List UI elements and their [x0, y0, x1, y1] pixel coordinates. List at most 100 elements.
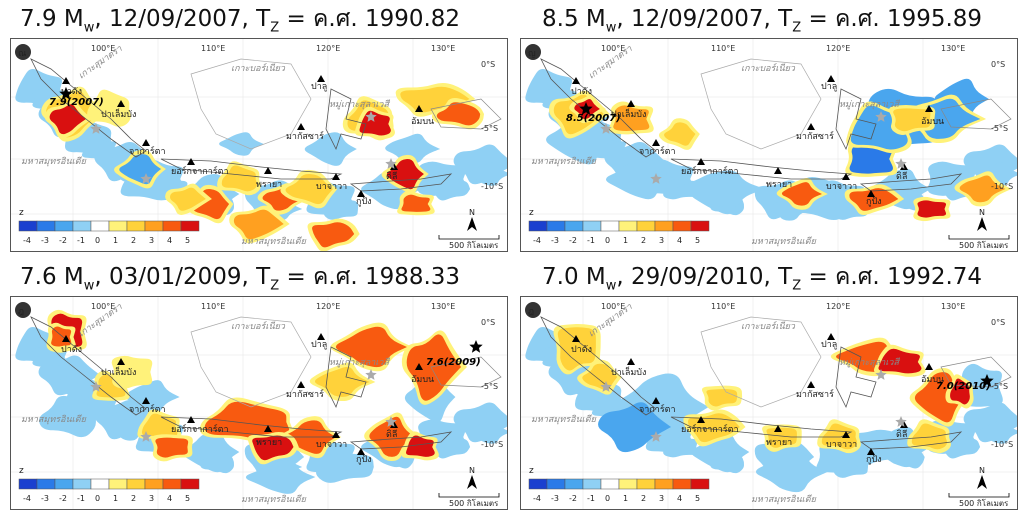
anomaly-patch [335, 326, 407, 368]
place-label-borneo: เกาะบอร์เนียว [741, 321, 796, 332]
legend-value: -2 [59, 494, 67, 503]
legend-title: z [19, 466, 24, 476]
anomaly-patch [369, 416, 415, 457]
coastline-nusa [859, 431, 963, 450]
panel-badge-circle [15, 44, 31, 60]
place-label-yogyakarta: ยอร์กจาการ์ตา [171, 423, 229, 435]
grey-star-icon [90, 381, 102, 392]
legend-swatch [162, 478, 182, 490]
legend-value: -2 [569, 494, 577, 503]
anomaly-patch [108, 417, 152, 441]
place-label-bajawa: บาจาวา [316, 182, 347, 192]
lat-tick-label: -5°S [991, 382, 1008, 391]
map-svg-2: 100°E 110°E 120°E 130°E0°S-5°S-10°Sเกาะสุมา… [521, 39, 1017, 251]
place-label-kupang: กูปัง [866, 197, 882, 207]
anomaly-patch [557, 327, 596, 371]
legend-swatch [672, 478, 692, 490]
legend-value: 0 [605, 494, 610, 503]
place-label-padang: ปาดัง [571, 87, 592, 97]
legend-value: 3 [149, 236, 154, 245]
place-label-palu: ปาลู [311, 340, 327, 350]
coastline-maluku [940, 356, 1012, 388]
city-marker [842, 173, 850, 180]
legend-swatch [546, 220, 566, 232]
legend-value: -3 [551, 236, 559, 245]
legend-value: 3 [659, 236, 664, 245]
anomaly-patch [781, 182, 822, 206]
anomaly-patch [677, 170, 766, 208]
legend-value: 1 [623, 236, 628, 245]
legend-value: -1 [77, 494, 85, 503]
city-marker [774, 167, 782, 174]
lat-tick-label: -10°S [991, 182, 1013, 191]
city-marker [900, 421, 908, 428]
legend-value: 4 [677, 494, 682, 503]
city-marker [572, 77, 580, 84]
anomaly-patch [849, 188, 899, 211]
legend-value: -4 [533, 236, 541, 245]
anomaly-patch [189, 189, 230, 220]
panel-badge: ญ [528, 49, 536, 59]
legend-swatch [54, 220, 74, 232]
grey-star-icon [875, 111, 887, 122]
anomaly-patch [766, 427, 797, 448]
scale-bar [948, 235, 1010, 240]
legend-value: 1 [113, 494, 118, 503]
panel-title-3: 7.6 Mw, 03/01/2009, TZ = ค.ศ. 1988.33 [20, 264, 461, 294]
city-marker [925, 363, 933, 370]
lon-tick-label: 120°E [826, 302, 850, 311]
coastline-sulawesi [325, 346, 367, 409]
legend-value: -2 [59, 236, 67, 245]
coastline-borneo [700, 316, 822, 408]
legend-value: 5 [185, 494, 190, 503]
anomaly-patch [406, 334, 461, 401]
city-marker [652, 139, 660, 146]
place-label-indian_ocean: มหาสมุทรอินเดีย [241, 494, 307, 505]
city-marker [867, 448, 875, 455]
place-label-palu: ปาลู [311, 82, 327, 92]
city-marker [187, 416, 195, 423]
anomaly-patch [321, 199, 359, 220]
legend-swatch [654, 220, 674, 232]
lat-tick-label: -10°S [481, 440, 503, 449]
place-label-borneo: เกาะบอร์เนียว [231, 63, 286, 74]
legend-value: -3 [551, 494, 559, 503]
anomaly-patch [312, 222, 355, 248]
lon-tick-label: 110°E [711, 44, 735, 53]
city-marker [317, 333, 325, 340]
legend-swatch [582, 478, 602, 490]
city-marker [187, 158, 195, 165]
legend-swatch [162, 220, 182, 232]
city-marker [117, 100, 125, 107]
place-label-bajawa: บาจาวา [826, 182, 857, 192]
map-panel-1: 100°E 110°E 120°E 130°E 0°S -5°S -10°S เกาะสุมา… [10, 38, 508, 252]
anomaly-patch [314, 366, 370, 397]
anomaly-patch [662, 437, 698, 458]
north-label: N [469, 466, 475, 475]
city-marker [627, 100, 635, 107]
city-marker [142, 139, 150, 146]
legend-swatch [528, 478, 548, 490]
lat-tick-label: -5°S [991, 124, 1008, 133]
place-label-palu: ปาลู [821, 340, 837, 350]
panel-badge-circle [525, 302, 541, 318]
legend-title: z [529, 208, 534, 218]
anomaly-patch [467, 162, 507, 186]
place-label-surabaya: พรายา [256, 180, 282, 190]
anomaly-patch [221, 165, 258, 192]
legend-value: 1 [113, 236, 118, 245]
coastline-sulawesi [835, 346, 877, 409]
place-label-indian_ocean: มหาสมุทรอินเดีย [751, 236, 817, 247]
legend-swatch [90, 478, 110, 490]
map-svg-4: 100°E 110°E 120°E 130°E0°S-5°S-10°Sเกาะสุมา… [521, 297, 1017, 509]
place-label-yogyakarta: ยอร์กจาการ์ตา [171, 165, 229, 177]
anomaly-patch [431, 179, 471, 201]
legend-swatch [126, 220, 146, 232]
place-label-indian_ocean: มหาสมุทรอินเดีย [751, 494, 817, 505]
place-label-padang: ปาดัง [61, 345, 82, 355]
coastline-borneo [190, 58, 312, 150]
scale-bar [438, 235, 500, 240]
place-label-ambon: อัมบน [411, 375, 434, 385]
place-label-indian_ocean: มหาสมุทรอินเดีย [241, 236, 307, 247]
grey-star-icon [895, 158, 907, 169]
